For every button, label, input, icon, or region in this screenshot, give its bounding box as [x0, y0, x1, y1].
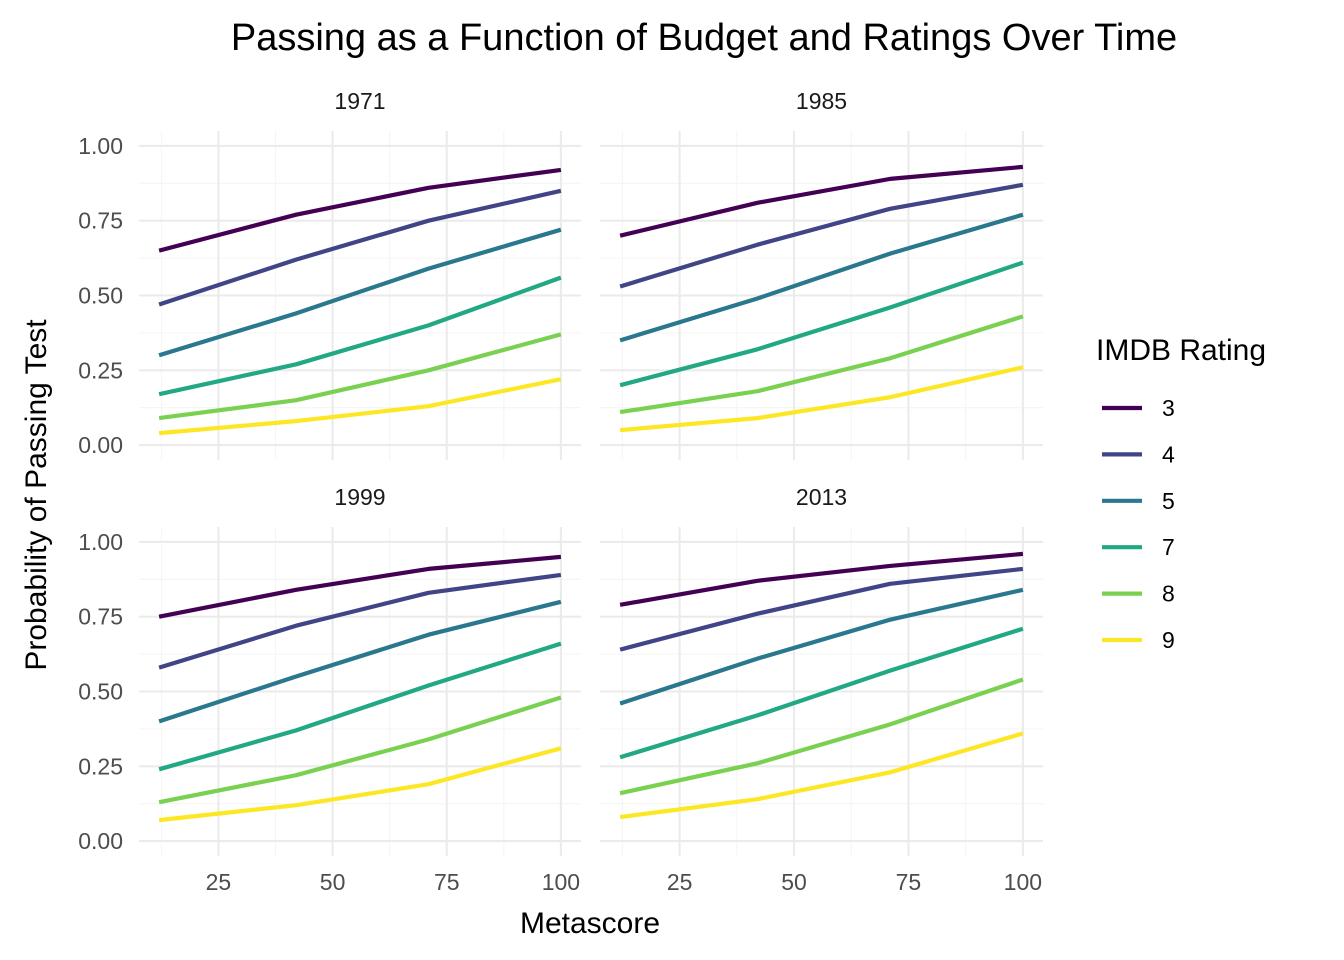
series-line-7 — [158, 641, 562, 772]
y-axis-title: Probability of Passing Test — [20, 319, 53, 671]
series-line-7 — [158, 275, 562, 397]
x-tick-label: 50 — [320, 869, 346, 895]
legend-title: IMDB Rating — [1096, 334, 1266, 367]
series-line-7 — [619, 260, 1024, 388]
x-axis-title: Metascore — [520, 907, 660, 940]
legend-item-3: 3 — [1102, 395, 1175, 421]
series-line-4 — [158, 572, 562, 670]
legend-item-5: 5 — [1102, 488, 1175, 514]
x-tick-label: 50 — [781, 869, 807, 895]
legend: 3 4 5 7 8 9 — [1102, 395, 1175, 653]
series-line-9 — [619, 365, 1024, 433]
series-line-5 — [619, 212, 1024, 343]
x-tick-label: 100 — [1004, 869, 1042, 895]
y-tick-label: 0.75 — [78, 604, 123, 630]
x-tick-label: 100 — [542, 869, 580, 895]
panel-1971: 1971 0.00 0.25 0.50 0.75 1.00 — [78, 88, 581, 460]
series-line-8 — [619, 677, 1024, 796]
y-tick-label: 0.50 — [78, 679, 123, 705]
legend-label: 5 — [1162, 488, 1175, 514]
y-tick-label: 0.00 — [78, 828, 123, 854]
legend-label: 3 — [1162, 395, 1175, 421]
y-tick-label: 0.50 — [78, 283, 123, 309]
y-tick-label: 0.75 — [78, 208, 123, 234]
legend-label: 9 — [1162, 627, 1175, 653]
series-line-4 — [158, 188, 562, 307]
series-line-5 — [158, 599, 562, 724]
y-tick-label: 0.25 — [78, 357, 123, 383]
panel-1999: 1999 0.00 0.25 0.50 0.75 1.00 25 50 75 100 — [78, 484, 581, 895]
legend-label: 8 — [1162, 581, 1175, 607]
series-line-4 — [619, 566, 1024, 652]
y-tick-label: 0.00 — [78, 432, 123, 458]
panel-2013: 2013 25 50 75 100 — [600, 484, 1043, 895]
y-tick-label: 0.25 — [78, 753, 123, 779]
legend-item-9: 9 — [1102, 627, 1175, 653]
panel-1985: 1985 — [600, 88, 1043, 460]
series-line-7 — [619, 626, 1024, 760]
series-line-9 — [158, 746, 562, 823]
x-tick-label: 75 — [896, 869, 922, 895]
y-tick-label: 1.00 — [78, 529, 123, 555]
facet-label: 1971 — [334, 88, 385, 114]
y-tick-label: 1.00 — [78, 133, 123, 159]
panels: 1971 0.00 0.25 0.50 0.75 1.00 1985 1999 0.00 0.25… — [78, 88, 1043, 895]
series-line-3 — [158, 554, 562, 619]
series-line-8 — [158, 695, 562, 805]
series-line-5 — [619, 587, 1024, 706]
series-line-5 — [158, 227, 562, 358]
series-line-8 — [619, 314, 1024, 415]
series-line-3 — [619, 551, 1024, 607]
legend-item-8: 8 — [1102, 581, 1175, 607]
series-line-3 — [619, 164, 1024, 238]
series-line-4 — [619, 182, 1024, 289]
x-tick-label: 25 — [206, 869, 232, 895]
chart-title: Passing as a Function of Budget and Rati… — [231, 17, 1177, 59]
legend-label: 4 — [1162, 441, 1175, 467]
series-line-9 — [619, 731, 1024, 820]
facet-label: 1999 — [334, 484, 385, 510]
legend-item-7: 7 — [1102, 534, 1175, 560]
facet-label: 2013 — [796, 484, 847, 510]
legend-item-4: 4 — [1102, 441, 1175, 467]
x-tick-label: 25 — [667, 869, 693, 895]
x-tick-label: 75 — [434, 869, 460, 895]
series-line-9 — [158, 377, 562, 436]
facet-label: 1985 — [796, 88, 847, 114]
series-line-3 — [158, 167, 562, 253]
series-line-8 — [158, 332, 562, 421]
legend-label: 7 — [1162, 534, 1175, 560]
